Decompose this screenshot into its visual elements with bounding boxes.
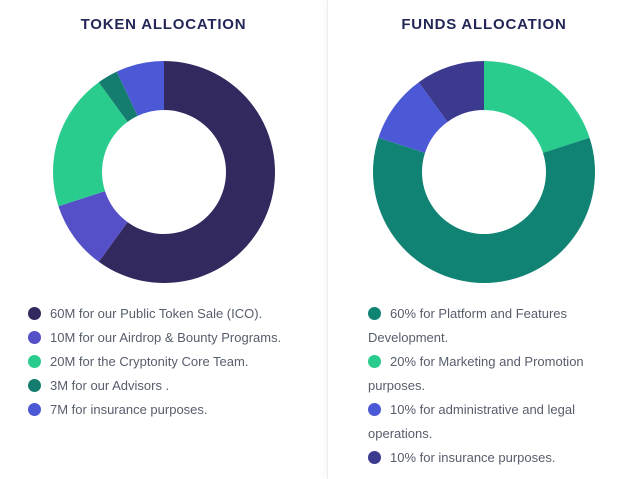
- legend-label: 10% for administrative and legal operati…: [368, 402, 575, 441]
- legend-label: 10M for our Airdrop & Bounty Programs.: [50, 330, 282, 345]
- legend-color-dot: [368, 307, 381, 320]
- donut-slice: [373, 137, 595, 283]
- donut-slice: [57, 191, 128, 262]
- funds-allocation-legend: 60% for Platform and Features Developmen…: [328, 302, 618, 470]
- legend-item: 10% for insurance purposes.: [368, 446, 618, 470]
- funds-allocation-chart-area: [371, 59, 597, 285]
- legend-color-dot: [368, 355, 381, 368]
- donut-slice: [378, 82, 448, 153]
- legend-label: 60% for Platform and Features Developmen…: [368, 306, 568, 345]
- donut-slice: [98, 71, 138, 122]
- donut-slice: [418, 61, 484, 122]
- token-allocation-legend: 60M for our Public Token Sale (ICO). 10M …: [0, 302, 305, 422]
- legend-item: 10M for our Airdrop & Bounty Programs.: [28, 326, 305, 350]
- funds-allocation-title: FUNDS ALLOCATION: [401, 16, 567, 33]
- legend-item: 7M for insurance purposes.: [28, 398, 305, 422]
- token-allocation-donut-chart: [52, 61, 275, 283]
- legend-item: 20% for Marketing and Promotion purposes…: [368, 350, 618, 398]
- donut-slice: [484, 61, 590, 153]
- legend-color-dot: [368, 451, 381, 464]
- legend-label: 20% for Marketing and Promotion purposes…: [368, 354, 584, 393]
- token-allocation-chart-area: [51, 59, 277, 285]
- legend-item: 3M for our Advisors .: [28, 374, 305, 398]
- funds-allocation-panel: FUNDS ALLOCATION 60% for Platform and Fe…: [327, 0, 640, 479]
- donut-slice: [116, 61, 164, 116]
- legend-item: 60% for Platform and Features Developmen…: [368, 302, 618, 350]
- donut-slice: [98, 61, 275, 283]
- legend-color-dot: [28, 403, 41, 416]
- token-allocation-title: TOKEN ALLOCATION: [80, 16, 247, 33]
- token-allocation-panel: TOKEN ALLOCATION 60M for our Public Toke…: [0, 16, 305, 422]
- legend-label: 3M for our Advisors .: [50, 378, 170, 393]
- legend-label: 20M for the Cryptonity Core Team.: [50, 354, 249, 369]
- funds-allocation-donut-chart: [373, 61, 595, 283]
- donut-slice: [52, 82, 128, 207]
- legend-color-dot: [28, 355, 41, 368]
- legend-color-dot: [28, 331, 41, 344]
- legend-label: 10% for insurance purposes.: [390, 450, 556, 465]
- legend-color-dot: [28, 379, 41, 392]
- legend-item: 60M for our Public Token Sale (ICO).: [28, 302, 305, 326]
- legend-label: 60M for our Public Token Sale (ICO).: [50, 306, 263, 321]
- legend-item: 20M for the Cryptonity Core Team.: [28, 350, 305, 374]
- legend-item: 10% for administrative and legal operati…: [368, 398, 618, 446]
- legend-color-dot: [368, 403, 381, 416]
- legend-label: 7M for insurance purposes.: [50, 402, 208, 417]
- legend-color-dot: [28, 307, 41, 320]
